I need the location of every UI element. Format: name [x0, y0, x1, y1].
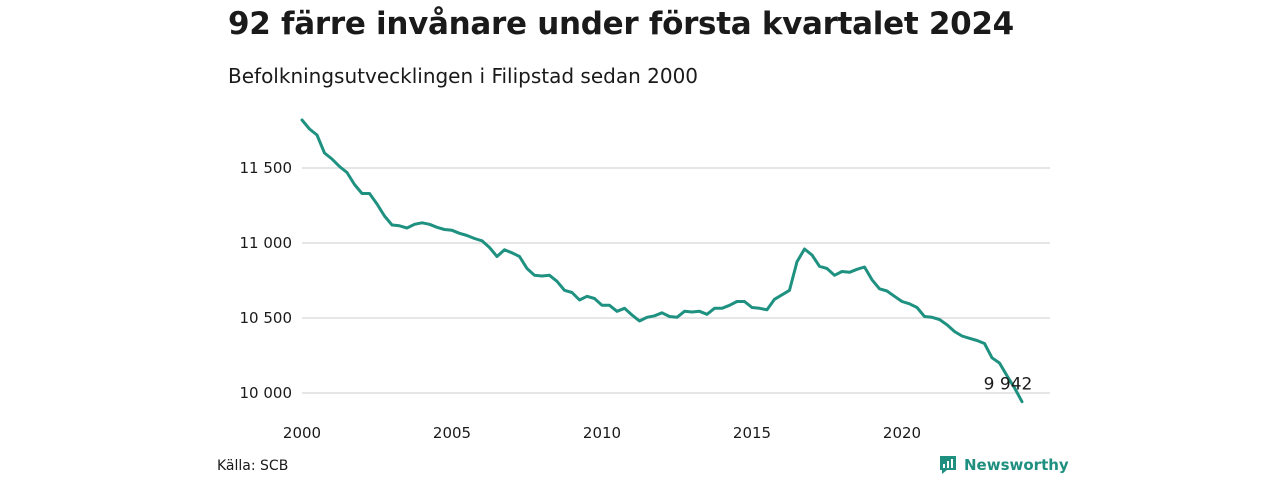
y-tick-label: 11 000: [240, 234, 293, 252]
chart-title: 92 färre invånare under första kvartalet…: [228, 6, 1014, 42]
x-tick-label: 2020: [883, 424, 921, 442]
y-tick-label: 10 500: [240, 309, 293, 327]
end-value-label: 9 942: [984, 375, 1033, 395]
brand-name: Newsworthy: [964, 456, 1069, 474]
newsworthy-logo-icon: [940, 456, 956, 474]
chart-subtitle: Befolkningsutvecklingen i Filipstad seda…: [228, 64, 699, 88]
y-tick-label: 10 000: [240, 384, 293, 402]
x-tick-label: 2000: [283, 424, 321, 442]
x-tick-label: 2005: [433, 424, 471, 442]
source-label: Källa: SCB: [217, 458, 289, 474]
x-tick-label: 2010: [583, 424, 621, 442]
brand-logo[interactable]: Newsworthy: [938, 455, 1069, 475]
x-tick-label: 2015: [733, 424, 771, 442]
gridlines: [302, 167, 1050, 394]
y-tick-label: 11 500: [240, 159, 293, 177]
population-line: [300, 118, 1024, 404]
y-axis-ticks: 10 000 10 500 11 000 11 500: [240, 159, 293, 402]
x-axis-ticks: 2000 2005 2010 2015 2020: [283, 424, 921, 442]
